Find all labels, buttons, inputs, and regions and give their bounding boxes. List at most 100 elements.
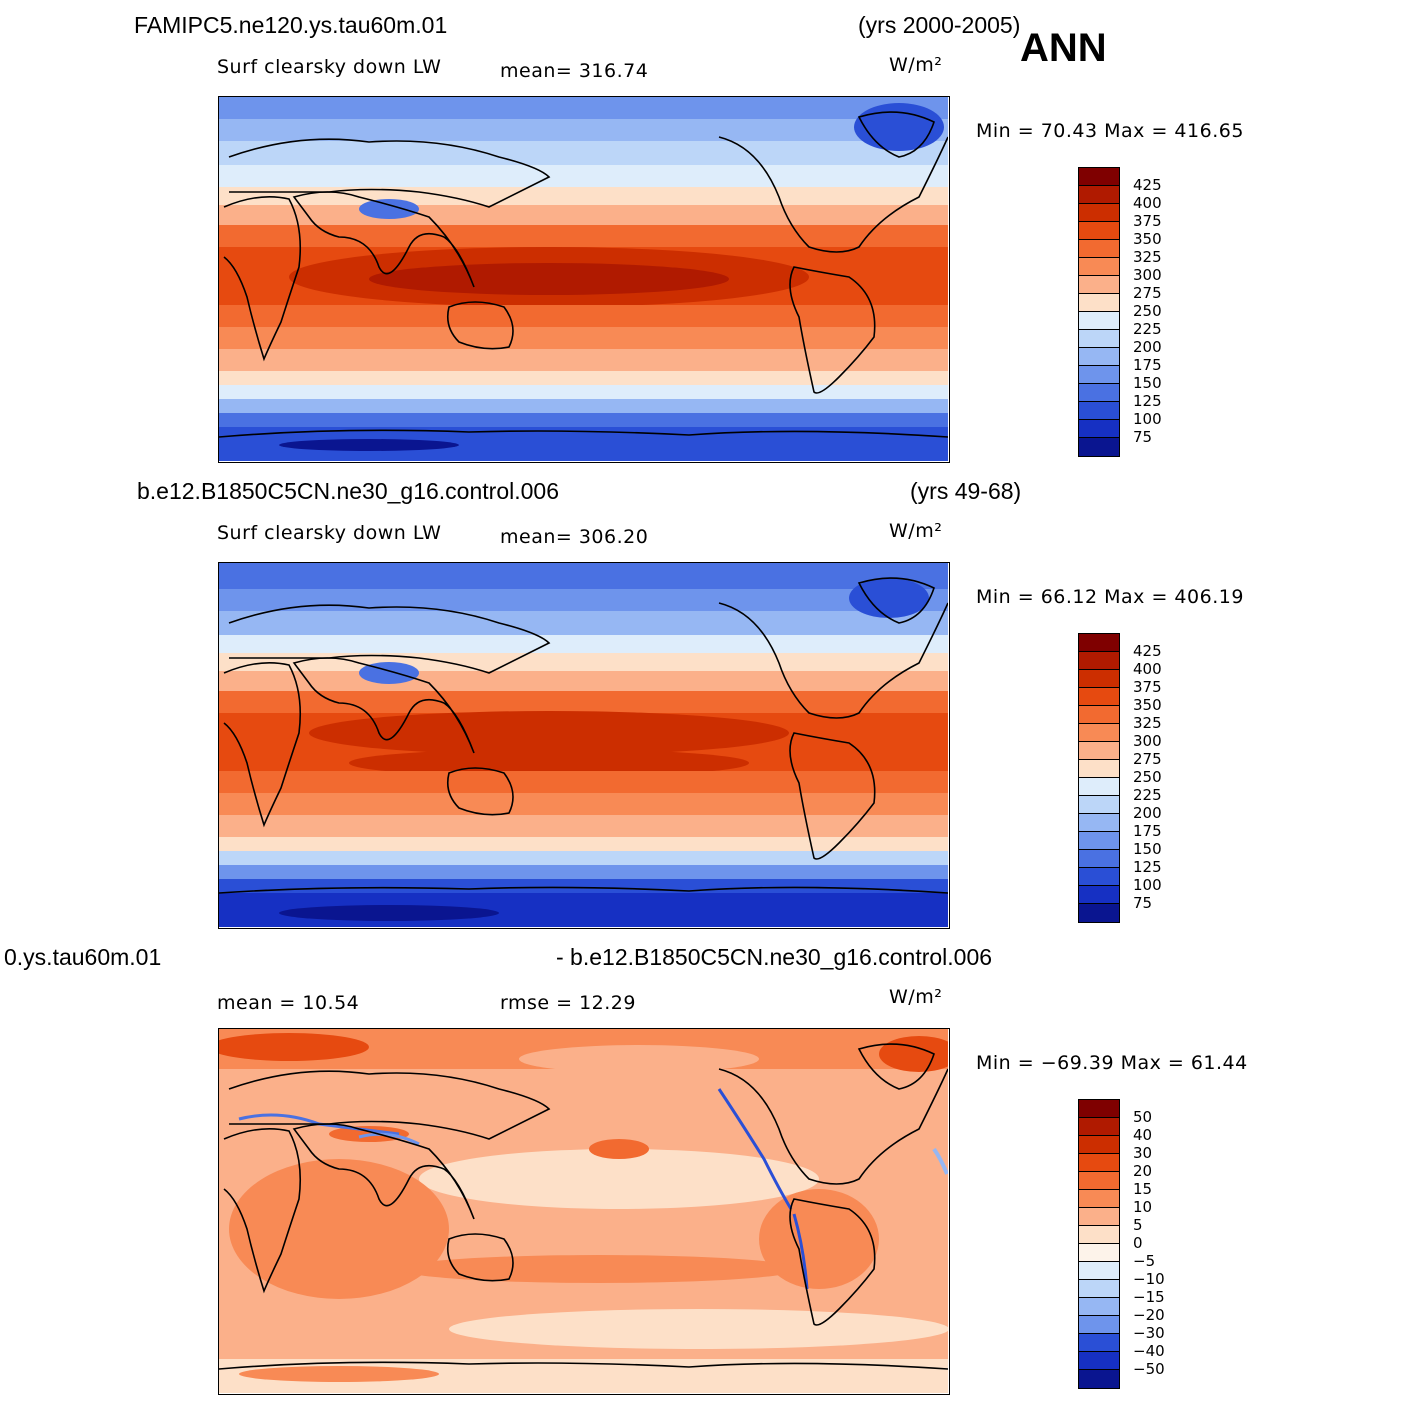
colorbar-swatch (1079, 634, 1119, 652)
panel1-years: (yrs 2000-2005) (858, 12, 1021, 38)
colorbar-tick-label: 275 (1133, 750, 1162, 768)
colorbar-swatch (1079, 1298, 1119, 1316)
colorbar-tick-label: 125 (1133, 392, 1162, 410)
colorbar-swatch (1079, 186, 1119, 204)
panel3-map (218, 1028, 950, 1395)
panel2-mean: mean= 306.20 (500, 526, 649, 548)
colorbar-tick-label: 350 (1133, 230, 1162, 248)
colorbar-swatch (1079, 1190, 1119, 1208)
colorbar-swatch (1079, 204, 1119, 222)
colorbar-tick-label: 300 (1133, 732, 1162, 750)
colorbar-tick-label: 150 (1133, 840, 1162, 858)
colorbar-swatch (1079, 796, 1119, 814)
colorbar-tick-label: 300 (1133, 266, 1162, 284)
panel3-rmse: rmse = 12.29 (500, 992, 636, 1014)
panel2-field-svg (219, 563, 948, 927)
colorbar-swatch (1079, 1100, 1119, 1118)
colorbar-swatch (1079, 420, 1119, 438)
colorbar-swatch (1079, 402, 1119, 420)
colorbar-swatch (1079, 1316, 1119, 1334)
colorbar-tick-label: 275 (1133, 284, 1162, 302)
colorbar-swatch (1079, 1370, 1119, 1388)
colorbar-tick-label: 100 (1133, 876, 1162, 894)
colorbar-swatch (1079, 652, 1119, 670)
colorbar-swatch (1079, 760, 1119, 778)
colorbar-swatch (1079, 168, 1119, 186)
colorbar-tick-label: 75 (1133, 428, 1153, 446)
colorbar-swatch (1079, 366, 1119, 384)
colorbar-swatch (1079, 1172, 1119, 1190)
panel2-years: (yrs 49-68) (910, 478, 1022, 504)
colorbar-tick-label: 375 (1133, 212, 1162, 230)
colorbar-tick-label: 0 (1133, 1234, 1143, 1252)
panel2-map (218, 562, 950, 929)
colorbar-tick-label: −5 (1133, 1252, 1156, 1270)
colorbar-swatch (1079, 1244, 1119, 1262)
colorbar-swatch (1079, 330, 1119, 348)
panel1-case-name: FAMIPC5.ne120.ys.tau60m.01 (134, 12, 448, 38)
colorbar-tick-label: 20 (1133, 1162, 1153, 1180)
colorbar-swatch (1079, 868, 1119, 886)
colorbar-swatch (1079, 1154, 1119, 1172)
colorbar-tick-label: 200 (1133, 804, 1162, 822)
colorbar-swatch (1079, 438, 1119, 456)
panel1-field-svg (219, 97, 948, 461)
colorbar-tick-label: −20 (1133, 1306, 1165, 1324)
colorbar-tick-label: 200 (1133, 338, 1162, 356)
colorbar-tick-label: 50 (1133, 1108, 1153, 1126)
panel2-colorbar (1078, 633, 1120, 923)
colorbar-swatch (1079, 384, 1119, 402)
colorbar-swatch (1079, 1352, 1119, 1370)
colorbar-swatch (1079, 904, 1119, 922)
colorbar-tick-label: 125 (1133, 858, 1162, 876)
colorbar-swatch (1079, 258, 1119, 276)
panel1-units: W/m² (889, 54, 943, 76)
colorbar-tick-label: −30 (1133, 1324, 1165, 1342)
colorbar-swatch (1079, 778, 1119, 796)
colorbar-swatch (1079, 312, 1119, 330)
colorbar-swatch (1079, 850, 1119, 868)
colorbar-tick-label: 5 (1133, 1216, 1143, 1234)
colorbar-tick-label: −15 (1133, 1288, 1165, 1306)
colorbar-swatch (1079, 240, 1119, 258)
colorbar-swatch (1079, 1262, 1119, 1280)
panel2-minmax: Min = 66.12 Max = 406.19 (976, 586, 1244, 608)
panel3-colorbar (1078, 1099, 1120, 1389)
colorbar-tick-label: 150 (1133, 374, 1162, 392)
colorbar-swatch (1079, 1280, 1119, 1298)
colorbar-swatch (1079, 832, 1119, 850)
colorbar-tick-label: 400 (1133, 660, 1162, 678)
panel3-minmax: Min = −69.39 Max = 61.44 (976, 1052, 1248, 1074)
colorbar-tick-label: 250 (1133, 302, 1162, 320)
panel2-case-name: b.e12.B1850C5CN.ne30_g16.control.006 (137, 478, 559, 504)
colorbar-swatch (1079, 1226, 1119, 1244)
panel3-case-name: 0.ys.tau60m.01 (4, 944, 162, 970)
colorbar-tick-label: 175 (1133, 822, 1162, 840)
panel1-colorbar (1078, 167, 1120, 457)
panel1-minmax: Min = 70.43 Max = 416.65 (976, 120, 1244, 142)
colorbar-swatch (1079, 294, 1119, 312)
colorbar-tick-label: 10 (1133, 1198, 1153, 1216)
colorbar-tick-label: 75 (1133, 894, 1153, 912)
colorbar-swatch (1079, 706, 1119, 724)
colorbar-swatch (1079, 1208, 1119, 1226)
panel3-years: - b.e12.B1850C5CN.ne30_g16.control.006 (556, 944, 993, 970)
colorbar-tick-label: 100 (1133, 410, 1162, 428)
panel3-field-svg (219, 1029, 948, 1393)
colorbar-swatch (1079, 1136, 1119, 1154)
colorbar-swatch (1079, 814, 1119, 832)
colorbar-tick-label: 30 (1133, 1144, 1153, 1162)
colorbar-swatch (1079, 688, 1119, 706)
colorbar-tick-label: 15 (1133, 1180, 1153, 1198)
colorbar-tick-label: 375 (1133, 678, 1162, 696)
colorbar-tick-label: −50 (1133, 1360, 1165, 1378)
panel1-mean: mean= 316.74 (500, 60, 649, 82)
colorbar-swatch (1079, 1118, 1119, 1136)
colorbar-swatch (1079, 1334, 1119, 1352)
colorbar-swatch (1079, 222, 1119, 240)
panel3-mean: mean = 10.54 (217, 992, 360, 1014)
colorbar-tick-label: 225 (1133, 320, 1162, 338)
colorbar-swatch (1079, 724, 1119, 742)
season-label: ANN (1020, 26, 1107, 70)
colorbar-swatch (1079, 670, 1119, 688)
